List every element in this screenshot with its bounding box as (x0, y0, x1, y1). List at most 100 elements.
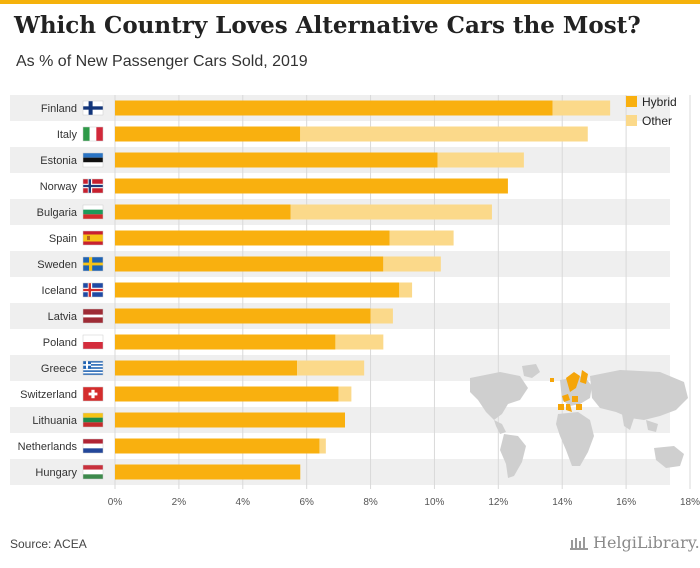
category-label: Switzerland (20, 389, 77, 401)
bar-other (383, 256, 441, 272)
bar-hybrid (115, 412, 345, 428)
flag-part (83, 288, 103, 292)
map-highlight-country (558, 404, 564, 410)
bar-hybrid (115, 438, 320, 454)
category-label: Hungary (35, 467, 77, 479)
flag-hungary-icon (82, 464, 104, 480)
map-landmass (654, 446, 684, 468)
map-landmass (522, 364, 540, 378)
map-landmass (590, 370, 688, 420)
map-landmass (500, 434, 526, 478)
category-label: Italy (57, 129, 78, 141)
flag-part (83, 417, 103, 423)
flag-part (83, 262, 103, 266)
bar-hybrid (115, 204, 291, 220)
flag-part (87, 235, 90, 241)
category-label: Finland (41, 103, 77, 115)
flag-border (82, 438, 104, 454)
flag-border (82, 308, 104, 324)
map-landmass (556, 412, 594, 466)
flag-part (88, 179, 91, 193)
bar-hybrid (115, 386, 339, 402)
flag-finland-icon (82, 100, 104, 116)
flag-border (82, 204, 104, 220)
flag-border (82, 360, 104, 376)
flag-part (83, 127, 90, 141)
category-label: Latvia (48, 311, 78, 323)
map-landmass (678, 390, 684, 400)
flag-border (82, 386, 104, 402)
category-label: Netherlands (18, 441, 78, 453)
bar-hybrid (115, 334, 336, 350)
map-highlight-country (562, 394, 570, 402)
chart-subtitle: As % of New Passenger Cars Sold, 2019 (16, 53, 308, 70)
bar-hybrid (115, 100, 553, 116)
flag-border (82, 152, 104, 168)
bar-other (389, 230, 454, 246)
brand-name: HelgiLibrary. (593, 533, 700, 552)
legend-swatch-other (626, 115, 637, 126)
map-highlight-country (580, 370, 588, 384)
flag-part (86, 361, 88, 369)
flag-part (83, 368, 103, 371)
flag-sweden-icon (82, 256, 104, 272)
flag-part (83, 314, 103, 318)
bar-hybrid (115, 308, 371, 324)
flag-part (89, 257, 93, 271)
flag-border (82, 126, 104, 142)
flag-part (96, 127, 103, 141)
map-landmass (622, 414, 634, 430)
flag-part (83, 362, 103, 365)
flag-part (83, 448, 103, 453)
x-tick-label: 4% (236, 497, 251, 508)
brand-logo: HelgiLibrary. (570, 533, 700, 552)
flag-part (83, 162, 103, 167)
flag-part (83, 209, 103, 215)
flag-part (83, 205, 103, 210)
map-landmass (646, 420, 658, 432)
flag-estonia-icon (82, 152, 104, 168)
flag-iceland-icon (82, 282, 104, 298)
bar-hybrid (115, 464, 301, 480)
bar-hybrid (115, 360, 298, 376)
flag-part (83, 106, 103, 110)
flag-part (83, 443, 103, 449)
map-highlight-country (576, 404, 582, 410)
x-tick-label: 16% (616, 497, 636, 508)
flag-part (83, 153, 103, 158)
category-label: Estonia (40, 155, 78, 167)
bar-other (290, 204, 492, 220)
flag-part (83, 439, 103, 444)
legend-swatch-hybrid (626, 96, 637, 107)
source-note: Source: ACEA (10, 537, 87, 551)
flag-part (88, 283, 91, 297)
flag-greece-icon (82, 360, 104, 376)
bar-hybrid (115, 152, 438, 168)
flag-spain-icon (82, 230, 104, 246)
x-tick-label: 2% (172, 497, 187, 508)
map-highlight-country (566, 372, 580, 392)
flag-part (89, 127, 97, 141)
bar-other (437, 152, 524, 168)
flag-latvia-icon (82, 308, 104, 324)
bar-hybrid (115, 230, 390, 246)
category-label: Lithuania (32, 415, 78, 427)
bar-other (370, 308, 393, 324)
category-label: Poland (43, 337, 77, 349)
flag-part (83, 342, 103, 349)
top-accent-bar (0, 0, 700, 4)
x-tick-label: 10% (424, 497, 444, 508)
flag-part (83, 214, 103, 219)
flag-part (83, 474, 103, 479)
bar-other (399, 282, 413, 298)
flag-border (82, 256, 104, 272)
flag-part (83, 157, 103, 163)
bar-other (335, 334, 384, 350)
flag-part (83, 469, 103, 475)
flag-part (88, 101, 93, 115)
bar-other (338, 386, 352, 402)
flag-border (82, 282, 104, 298)
flag-border (82, 178, 104, 194)
flag-bulgaria-icon (82, 204, 104, 220)
flag-part (83, 234, 103, 242)
